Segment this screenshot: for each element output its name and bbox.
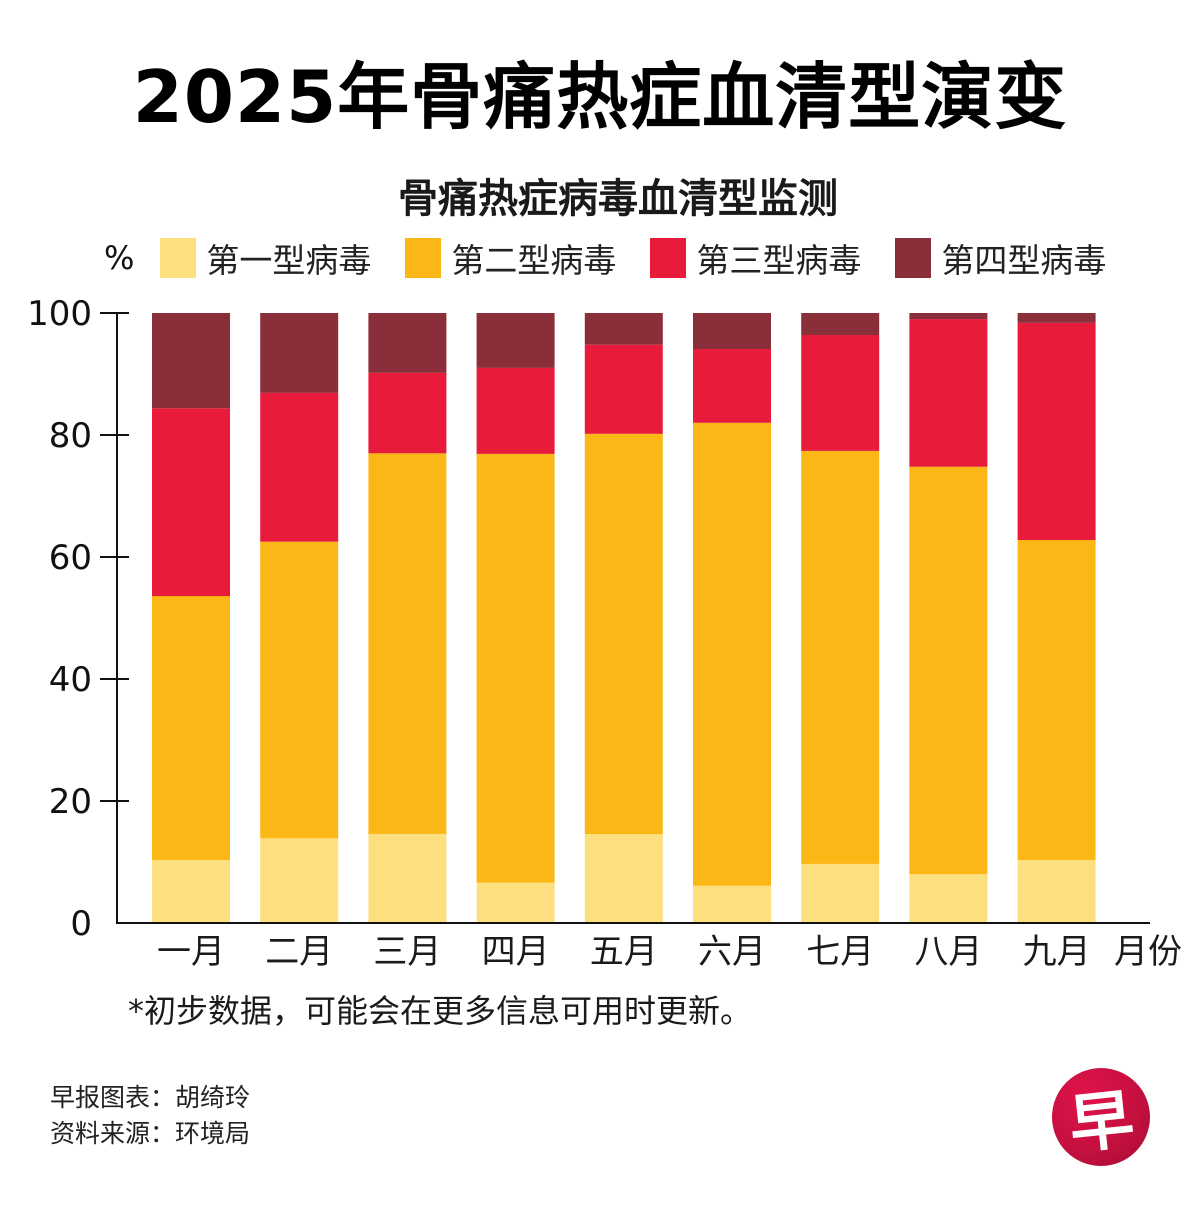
bar-segment-4-7 [801,313,880,335]
bar-segment-2-3 [368,453,447,834]
footnote: *初步数据，可能会在更多信息可用时更新。 [128,992,753,1030]
legend-label-den2: 第二型病毒 [451,241,617,280]
page-title: 2025年骨痛热症血清型演变 [132,55,1068,139]
bar-segment-2-7 [801,450,880,864]
bar-segment-1-2 [260,838,339,923]
y-tick-label: 100 [27,294,92,334]
axes-group: 一月 二月 三月 四月 五月 六月 七月 八月 九月 0 20 40 60 80 100 月份 [27,294,1182,972]
bar-segment-4-4 [476,313,555,368]
x-axis-label: 月份 [1114,932,1182,972]
y-tick-label: 0 [70,904,92,944]
bar-segment-2-9 [1017,539,1096,861]
legend-swatch-den2 [405,238,442,278]
legend-swatch-den3 [650,238,687,278]
bar-segment-4-8 [909,313,988,320]
bar-segment-4-1 [152,313,230,409]
x-tick-label: 八月 [914,932,982,972]
bar-segment-1-1 [152,860,230,923]
bar-segment-1-9 [1017,860,1096,923]
bar-segment-1-3 [368,833,447,923]
bar-segment-3-5 [584,344,663,434]
legend-item-den2: 第二型病毒 [405,234,616,282]
bar-segment-3-3 [368,372,447,454]
data-source: 资料来源：环境局 [50,1119,251,1148]
bar-segment-1-4 [476,882,555,923]
bar-segment-1-7 [801,863,880,923]
bar-segment-2-2 [260,541,339,839]
logo-glyph: 早 [1065,1081,1138,1164]
y-axis-unit-label: % [104,239,135,277]
bar-segment-3-1 [152,408,230,597]
bar-segment-4-2 [260,313,339,393]
bar-segment-4-3 [368,313,447,373]
bar-segment-3-2 [260,392,339,542]
y-tick-label: 20 [49,782,92,822]
x-tick-label: 四月 [482,932,550,972]
legend-item-den3: 第三型病毒 [650,234,861,282]
bar-segment-1-6 [693,885,771,923]
legend-item-den1: 第一型病毒 [160,234,371,282]
bar-segment-4-6 [693,313,771,349]
y-tick-label: 60 [49,538,92,578]
legend-swatch-den4 [895,238,932,278]
bar-segment-3-7 [801,335,880,451]
y-tick-label: 40 [49,660,92,700]
bar-segment-2-6 [693,422,771,886]
chart-title: 骨痛热症病毒血清型监测 [398,176,838,222]
zaobao-logo-icon: 早 [1052,1068,1150,1166]
legend-swatch-den1 [160,238,197,278]
bar-segment-1-5 [584,833,663,923]
x-tick-label: 五月 [590,932,658,972]
legend-label-den4: 第四型病毒 [941,241,1107,280]
x-tick-label: 一月 [157,932,225,972]
bar-segment-2-1 [152,596,230,861]
bar-segment-3-8 [909,319,988,467]
bar-segment-2-5 [584,433,663,834]
legend-label-den1: 第一型病毒 [206,241,372,280]
bar-segment-3-4 [476,367,555,454]
bar-segment-2-8 [909,466,988,875]
legend: % 第一型病毒 第二型病毒 第三型病毒 第四型病毒 [104,236,1140,280]
bar-segment-2-4 [476,453,555,883]
bar-segment-4-9 [1017,313,1096,323]
bars-group [152,313,1096,923]
x-tick-label: 二月 [265,932,333,972]
x-tick-label: 九月 [1023,932,1091,972]
credits: 早报图表：胡绮玲 资料来源：环境局 [50,1080,250,1152]
bar-segment-3-9 [1017,322,1096,540]
x-tick-label: 六月 [698,932,766,972]
x-tick-label: 三月 [373,932,441,972]
stacked-bar-chart: 一月 二月 三月 四月 五月 六月 七月 八月 九月 0 20 40 60 80 100 月份 [27,294,1182,972]
legend-label-den3: 第三型病毒 [696,241,862,280]
bar-segment-3-6 [693,349,771,423]
legend-item-den4: 第四型病毒 [895,234,1106,282]
bar-segment-1-8 [909,874,988,923]
bar-segment-4-5 [584,313,663,345]
x-tick-label: 七月 [806,932,874,972]
chart-credit: 早报图表：胡绮玲 [50,1083,251,1112]
y-tick-label: 80 [49,416,92,456]
